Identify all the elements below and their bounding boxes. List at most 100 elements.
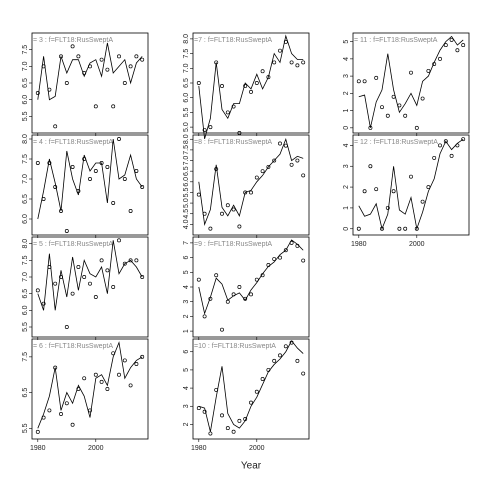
y-tick-label: 4 [183,285,190,289]
y-tick-label: 7.0 [22,61,29,71]
data-point [134,258,139,263]
y-tick-label: 5.5 [22,111,29,121]
data-point [414,125,419,130]
data-point [278,48,282,53]
data-point [202,409,207,414]
y-tick-label: 7.5 [22,154,29,164]
data-point [278,255,282,260]
data-point [47,408,52,413]
data-point [289,60,294,65]
y-tick-label: 2 [183,314,190,318]
data-point [237,285,242,289]
y-tick-label: 7.0 [183,63,190,73]
data-point [117,372,121,377]
fit-line [198,239,304,315]
y-tick-label: 7.5 [22,352,29,362]
y-tick-label: 7.0 [22,272,29,282]
y-tick-label: 6.0 [22,305,29,315]
data-point [301,371,306,376]
data-point [64,325,69,329]
data-point [99,258,104,263]
data-point [134,54,139,59]
data-point [362,79,367,84]
y-tick-label: 1 [343,206,350,210]
data-point [220,211,224,216]
panel-frame [352,32,470,134]
panel-strip: = 4 : f=FLT18:RusSweptA [33,139,113,146]
panel-strip: = 3 : f=FLT18:RusSweptA [33,37,113,44]
data-point [254,175,259,180]
panel-frame [192,338,310,440]
data-point [128,258,133,263]
data-point [295,63,300,68]
data-point [140,185,145,189]
data-point [76,54,81,59]
panel: = 11 : f=FLT18:RusSweptA 0 1 2 3 4 5 [343,32,470,136]
panel-frame [192,236,310,338]
y-tick-label: 3 [183,404,190,408]
panel: = 6 : f=FLT18:RusSweptA 5.5 6.5 7.5 1980 2000 [22,338,149,452]
data-point [432,155,437,160]
data-point [438,56,442,61]
data-point [443,43,448,48]
data-point [35,288,40,293]
y-tick-label: 1 [343,109,350,113]
fit-line [198,34,304,139]
data-point [409,70,413,75]
panel: =7 : f=FLT18:RusSweptA 5.0 5.5 6.0 6.5 7.0 7.5… [183,32,310,139]
data-point [70,422,75,427]
data-point [272,158,277,163]
y-tick-label: 7.0 [183,156,190,166]
panel-frame [352,134,470,236]
panel: = 3 : f=FLT18:RusSweptA 5.5 6.0 6.5 7.0 7.5 [22,32,149,136]
data-point [70,165,75,169]
data-point [53,281,58,286]
data-point [117,238,121,243]
panel-strip: =7 : f=FLT18:RusSweptA [194,37,272,44]
data-point [301,173,306,178]
y-tick-label: 8.0 [22,239,29,249]
data-point [111,104,116,109]
y-tick-label: 6.0 [22,214,29,224]
data-point [295,158,300,163]
data-point [117,137,121,141]
data-point [272,60,277,65]
data-point [385,113,390,118]
data-point [237,131,242,135]
data-point [82,376,87,381]
y-tick-label: 7.5 [22,255,29,265]
data-point [426,68,431,73]
data-point [278,353,282,358]
x-tick-label: 2000 [88,445,104,452]
data-point [202,314,207,319]
data-point [47,161,52,165]
y-tick-label: 2 [343,91,350,95]
data-point [122,358,127,363]
data-point [374,187,379,192]
data-point [64,401,69,406]
panel-frame [31,236,149,338]
data-point [134,362,139,366]
data-point [272,257,277,262]
data-point [41,301,46,306]
y-tick-label: 7.5 [183,49,190,59]
data-point [208,226,213,231]
data-point [403,226,408,231]
y-tick-label: 5.0 [183,122,190,132]
data-point [254,81,259,85]
data-point [117,54,121,59]
y-tick-label: 3 [343,74,350,78]
y-tick-label: 5.5 [183,187,190,197]
data-point [409,174,413,179]
y-tick-label: 6.5 [183,78,190,88]
y-tick-label: 7.5 [22,45,29,55]
panel-strip: = 5 : f=FLT18:RusSweptA [33,241,113,248]
y-tick-label: 5 [343,40,350,44]
data-point [301,258,306,263]
data-point [380,105,384,110]
panel: =9 : f=FLT18:RusSweptA 1 2 3 4 5 6 7 [183,236,310,340]
data-point [111,285,116,289]
y-tick-label: 4 [343,57,350,61]
data-point [438,143,442,148]
data-point [449,153,454,158]
